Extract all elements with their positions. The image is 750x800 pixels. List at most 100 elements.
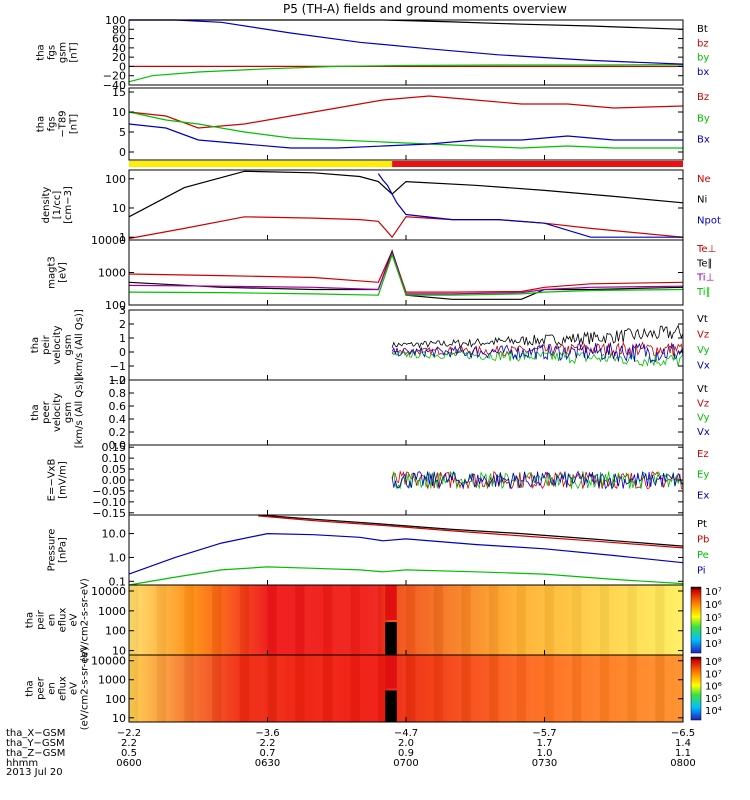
y-tick-label: 10000 bbox=[91, 585, 126, 598]
y-axis-label: tha bbox=[30, 404, 41, 420]
y-axis-label: peir bbox=[36, 609, 47, 629]
y-tick-label: 1 bbox=[119, 231, 126, 244]
spectrogram-texture bbox=[304, 655, 313, 722]
series-line-Pe bbox=[128, 566, 684, 586]
spectrogram-texture bbox=[369, 585, 379, 655]
spectrogram-texture bbox=[434, 655, 443, 722]
spectrogram-texture bbox=[397, 585, 406, 655]
ephemeris-value: −5.7 bbox=[532, 728, 556, 739]
spectrogram-texture bbox=[665, 585, 674, 655]
y-axis-label: (eV/cm2-s-sr-eV) bbox=[80, 647, 91, 731]
y-tick-label: 5 bbox=[119, 126, 126, 139]
y-axis-label: fgs bbox=[47, 45, 58, 60]
y-tick-label: 0.05 bbox=[102, 463, 127, 476]
y-tick-label: −2 bbox=[110, 374, 126, 387]
spectrogram-texture bbox=[562, 655, 573, 722]
y-axis-label: [eV] bbox=[58, 262, 69, 283]
y-axis-label: magt3 bbox=[47, 256, 58, 289]
spectrogram-texture bbox=[480, 585, 489, 655]
mode-status-bar bbox=[129, 161, 683, 167]
legend-label: Te∥ bbox=[696, 258, 713, 269]
spectrogram-texture bbox=[332, 585, 342, 655]
spectrogram-texture bbox=[313, 585, 323, 655]
data-transition bbox=[385, 655, 397, 689]
spectrogram-texture bbox=[415, 585, 424, 655]
panel-3: Ne Ni Npot 100 10 1 density [1/cc] [cm−3] bbox=[41, 169, 721, 244]
spectrogram-texture bbox=[406, 655, 416, 722]
spectrogram-texture bbox=[470, 585, 480, 655]
colorbar-tick-label: 10⁵ bbox=[705, 613, 722, 624]
spectrogram-texture bbox=[314, 655, 323, 722]
y-axis-label: eV bbox=[69, 613, 80, 626]
y-tick-label: 10 bbox=[112, 645, 126, 658]
y-axis-label: gsm bbox=[63, 334, 74, 355]
y-axis-label: peer bbox=[41, 400, 52, 424]
panel-6: Vt Vz Vy Vx 1.00.80.60.40.20.0 tha peer velocit… bbox=[30, 374, 710, 452]
ephemeris-value: 0630 bbox=[255, 758, 280, 769]
y-axis-label: tha bbox=[36, 116, 47, 132]
spectrogram-texture bbox=[581, 655, 591, 722]
y-tick-label: 1000 bbox=[98, 605, 126, 618]
legend-label: Pi bbox=[697, 566, 706, 577]
panel-frame bbox=[128, 379, 684, 446]
spectrogram-texture bbox=[147, 585, 156, 655]
ephemeris-value: 2.0 bbox=[398, 738, 414, 749]
spectrogram-texture bbox=[267, 655, 277, 722]
spectrogram-texture bbox=[517, 585, 526, 655]
y-tick-label: 0.4 bbox=[109, 413, 127, 426]
spectrogram-texture bbox=[304, 585, 314, 655]
ephemeris-value: −3.6 bbox=[255, 728, 279, 739]
y-axis-label: tha bbox=[25, 612, 36, 628]
spectrogram-texture bbox=[452, 655, 462, 722]
spectrogram-texture bbox=[194, 655, 203, 722]
legend-label: Npot bbox=[697, 215, 721, 226]
legend-label: Ti∥ bbox=[696, 287, 711, 298]
legend-label: Vy bbox=[697, 413, 710, 424]
y-axis-label: fgs bbox=[47, 116, 58, 131]
spectrogram-texture bbox=[212, 585, 222, 655]
y-axis-label: [km/s (All Qs)] bbox=[74, 309, 85, 381]
y-axis-label: (eV/cm2-s-sr-eV) bbox=[80, 578, 91, 662]
series-line-Pb bbox=[258, 515, 684, 549]
spectrogram-texture bbox=[221, 585, 231, 655]
legend-label: Vy bbox=[697, 345, 710, 356]
spectrogram-texture bbox=[212, 655, 222, 722]
ephemeris-value: −2.2 bbox=[117, 728, 141, 739]
y-axis-label: −T89 bbox=[58, 110, 69, 137]
series-line-Ni bbox=[128, 170, 684, 218]
y-tick-label: 2 bbox=[119, 318, 126, 331]
y-axis-label: [mV/m] bbox=[58, 461, 69, 499]
ephemeris-value: −6.5 bbox=[671, 728, 695, 739]
spectrogram-texture bbox=[157, 585, 166, 655]
y-tick-label: 10 bbox=[112, 712, 126, 725]
spectrogram-texture bbox=[175, 585, 184, 655]
y-tick-label: 100 bbox=[105, 173, 126, 186]
series-line-Ti∥ bbox=[128, 252, 684, 296]
ephemeris-value: −4.7 bbox=[394, 728, 418, 739]
spectrogram-texture bbox=[175, 655, 184, 722]
series-line-Ex bbox=[391, 470, 684, 490]
y-tick-label: 0 bbox=[119, 346, 126, 359]
colorbar-tick-label: 10⁵ bbox=[705, 694, 722, 705]
spectrogram-texture bbox=[184, 655, 194, 722]
y-tick-label: 100 bbox=[105, 625, 126, 638]
spectrogram-texture bbox=[249, 585, 259, 655]
colorbar-tick-label: 10⁴ bbox=[705, 706, 722, 717]
spectrogram-texture bbox=[618, 655, 628, 722]
spectrogram-texture bbox=[545, 655, 554, 722]
spectrogram-texture bbox=[276, 655, 286, 722]
spectrogram-texture bbox=[507, 585, 517, 655]
spectrogram-texture bbox=[461, 585, 470, 655]
y-tick-label: 0.0 bbox=[109, 439, 127, 452]
spectrogram-texture bbox=[554, 585, 563, 655]
y-tick-label: 1.0 bbox=[109, 374, 127, 387]
y-tick-label: 10 bbox=[112, 202, 126, 215]
colorbar-tick-label: 10⁶ bbox=[705, 600, 722, 611]
y-tick-label: 1.0 bbox=[109, 551, 127, 564]
y-axis-label: eflux bbox=[58, 676, 69, 701]
legend-label: Ex bbox=[697, 490, 709, 501]
y-tick-label: 0 bbox=[119, 146, 126, 159]
y-tick-label: 0.1 bbox=[109, 575, 127, 588]
y-tick-label: 0.10 bbox=[102, 452, 127, 465]
